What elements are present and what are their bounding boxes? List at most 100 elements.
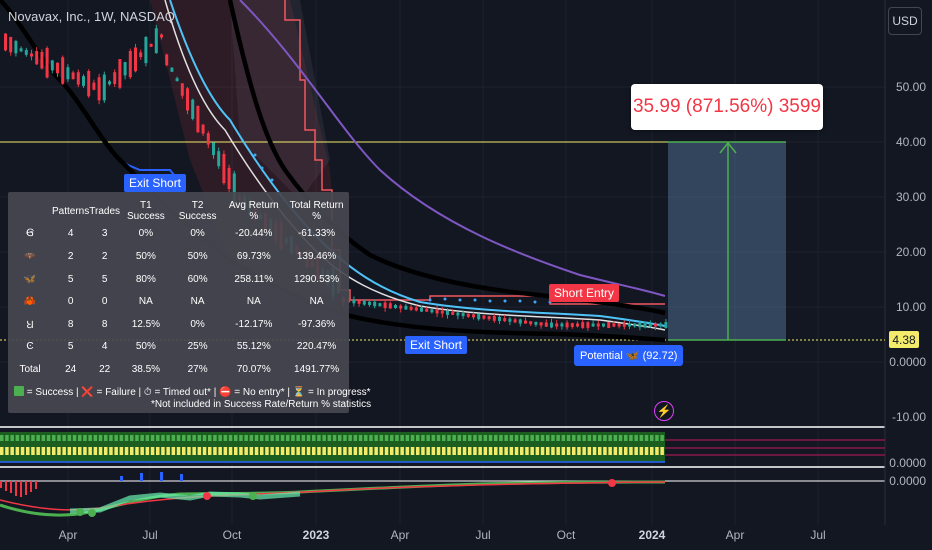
osc-bar (171, 435, 176, 441)
time-axis-label: Jul (142, 528, 158, 542)
osc-bar (83, 447, 87, 455)
osc-bar (514, 435, 519, 441)
osc-bar (384, 447, 389, 455)
candle (227, 167, 231, 189)
osc-bar (572, 447, 576, 455)
stats-cell: NA (309, 296, 324, 308)
osc-bar (343, 447, 347, 455)
osc-bar (514, 447, 519, 455)
candle (628, 323, 631, 327)
time-axis-label: Apr (58, 528, 78, 542)
measure-label[interactable]: 35.99 (871.56%) 3599 (631, 84, 823, 130)
osc-bar (566, 447, 571, 455)
osc-bar (140, 435, 144, 441)
osc-bar (582, 435, 586, 441)
osc-bar (405, 447, 410, 455)
osc-bar (306, 435, 311, 441)
osc-bar (130, 435, 134, 441)
osc-bar (223, 447, 228, 455)
exit-short-label[interactable]: Exit Short (405, 336, 468, 354)
candle (518, 319, 522, 324)
stats-cell: 22 (99, 363, 111, 375)
candle (664, 322, 668, 328)
candle (648, 323, 652, 327)
osc-bar (171, 447, 176, 455)
measure-zone[interactable] (668, 142, 786, 340)
time-axis-label: Apr (390, 528, 410, 542)
osc-bar (296, 435, 300, 441)
candle (446, 310, 449, 315)
osc-bar (15, 447, 20, 455)
osc-bar (483, 447, 488, 455)
osc-bar (234, 435, 238, 441)
candle (170, 67, 174, 72)
symbol-title[interactable]: Novavax, Inc., 1W, NASDAQ (8, 9, 175, 24)
candle (461, 313, 465, 317)
osc-bar (176, 447, 181, 455)
osc-bar (52, 435, 56, 441)
price-axis-label: 40.00 (895, 135, 926, 149)
osc-bar (608, 447, 612, 455)
candle (14, 41, 18, 54)
osc-bar (462, 435, 467, 441)
osc-bar (104, 435, 108, 441)
osc-bar (286, 435, 290, 441)
osc-bar (124, 447, 129, 455)
candle (550, 322, 553, 328)
currency-button[interactable]: USD (888, 7, 922, 35)
stats-header-cell: Avg Return % (228, 200, 279, 223)
short-entry-label[interactable]: Short Entry (549, 284, 620, 302)
stats-row: Ͼ 5 4 50% 25% 55.12% 220.47% (8, 336, 349, 359)
osc-bar (72, 447, 77, 455)
osc-bar (452, 435, 456, 441)
osc-bar (197, 435, 202, 441)
exit-short-label[interactable]: Exit Short (124, 174, 187, 192)
osc-bar (260, 447, 264, 455)
osc-bar (322, 435, 326, 441)
osc-bar (301, 435, 306, 441)
osc-bar (520, 435, 524, 441)
osc-bar (31, 447, 35, 455)
candle (76, 72, 80, 85)
osc-bar (31, 435, 35, 441)
osc-bar (452, 447, 456, 455)
candle (139, 52, 143, 58)
osc-bar (618, 447, 623, 455)
osc-bar (395, 447, 399, 455)
osc-bar (156, 447, 160, 455)
stats-cell: 60% (187, 273, 208, 285)
candle (144, 36, 148, 64)
lightning-icon[interactable]: ⚡ (654, 401, 674, 421)
osc-bar (634, 447, 638, 455)
time-axis-label: Apr (725, 528, 745, 542)
osc-bar (332, 447, 337, 455)
candle (638, 322, 642, 328)
candle (113, 72, 117, 85)
candle (591, 323, 595, 327)
osc-bar (442, 447, 446, 455)
osc-bar (468, 435, 472, 441)
candle (539, 322, 543, 326)
osc-bar (223, 435, 228, 441)
osc-bar (374, 435, 378, 441)
osc-bar (655, 435, 659, 441)
stats-header-row: Patterns Trades T1 Success T2 Success Avg Re… (8, 200, 349, 223)
osc-bar (353, 435, 358, 441)
osc-bar (291, 435, 295, 441)
candle (487, 316, 491, 320)
stats-header-cell (8, 200, 52, 223)
osc-bar (228, 447, 233, 455)
osc-bar (124, 435, 129, 441)
potential-label[interactable]: Potential 🦋 (92.72) (574, 345, 684, 366)
osc-bar (660, 447, 664, 455)
osc-bar (488, 435, 493, 441)
osc-bar (265, 435, 269, 441)
osc-bar (634, 435, 638, 441)
osc-bar (494, 435, 498, 441)
osc-bar (322, 447, 326, 455)
osc-bar (72, 435, 77, 441)
osc-bar (254, 435, 259, 441)
candle (128, 50, 132, 78)
osc-bar (457, 435, 462, 441)
osc-bar (499, 435, 503, 441)
